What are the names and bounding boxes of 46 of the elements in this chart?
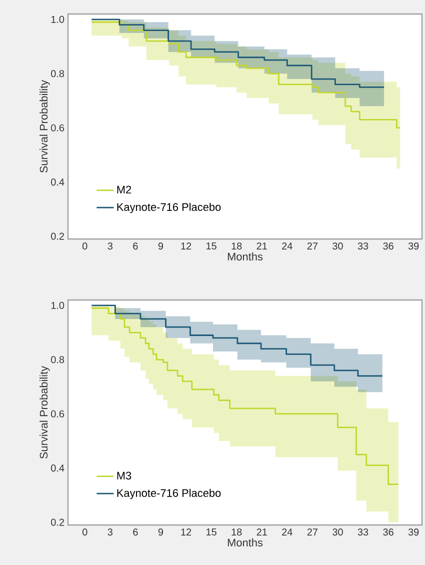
- x-tick-label: 33: [358, 242, 368, 250]
- y-axis-title: Survival Probability: [40, 80, 50, 173]
- x-tick-label: 24: [282, 528, 292, 536]
- x-tick-label: 9: [158, 528, 164, 536]
- y-tick-label: 0.4: [51, 178, 64, 186]
- x-tick-label: 9: [158, 242, 164, 250]
- legend-label: Kaynote-716 Placebo: [117, 202, 221, 214]
- x-tick-label: 15: [206, 242, 216, 250]
- x-tick-label: 30: [332, 242, 343, 250]
- x-tick-label: 12: [181, 528, 192, 536]
- x-tick-label: 39: [408, 242, 419, 250]
- x-tick-label: 27: [307, 242, 318, 250]
- x-tick-label: 33: [358, 528, 368, 536]
- x-tick-label: 6: [133, 242, 138, 250]
- legend-label: Kaynote-716 Placebo: [117, 488, 221, 500]
- x-tick-label: 3: [108, 528, 112, 536]
- x-tick-label: 36: [383, 528, 394, 536]
- x-tick-label: 39: [408, 528, 419, 536]
- y-tick-label: 0.6: [51, 124, 64, 132]
- x-tick-label: 0: [82, 242, 88, 250]
- x-tick-label: 36: [383, 242, 394, 250]
- x-tick-label: 15: [206, 528, 216, 536]
- x-tick-label: 3: [108, 242, 112, 250]
- x-axis-title: Months: [228, 538, 263, 546]
- y-tick-label: 0.6: [51, 410, 64, 418]
- x-axis-title: Months: [228, 252, 263, 260]
- x-tick-label: 6: [133, 528, 138, 536]
- x-tick-label: 12: [181, 242, 192, 250]
- y-tick-label: 1.0: [51, 302, 64, 309]
- x-tick-label: 18: [232, 528, 242, 536]
- x-tick-label: 21: [256, 242, 267, 250]
- y-tick-label: 1.0: [51, 16, 64, 23]
- legend-label: M3: [117, 472, 132, 480]
- y-axis-title: Survival Probability: [40, 366, 50, 459]
- y-tick-label: 0.8: [51, 356, 64, 364]
- x-tick-label: 18: [232, 242, 242, 250]
- y-tick-label: 0.4: [51, 464, 64, 472]
- x-tick-label: 0: [82, 528, 88, 536]
- y-tick-label: 0.2: [51, 518, 64, 526]
- y-tick-label: 0.8: [51, 70, 64, 78]
- x-tick-label: 24: [282, 242, 292, 250]
- x-tick-label: 21: [256, 528, 267, 536]
- x-tick-label: 27: [307, 528, 318, 536]
- legend-label: M2: [117, 186, 132, 194]
- x-tick-label: 30: [332, 528, 343, 536]
- y-tick-label: 0.2: [51, 232, 64, 240]
